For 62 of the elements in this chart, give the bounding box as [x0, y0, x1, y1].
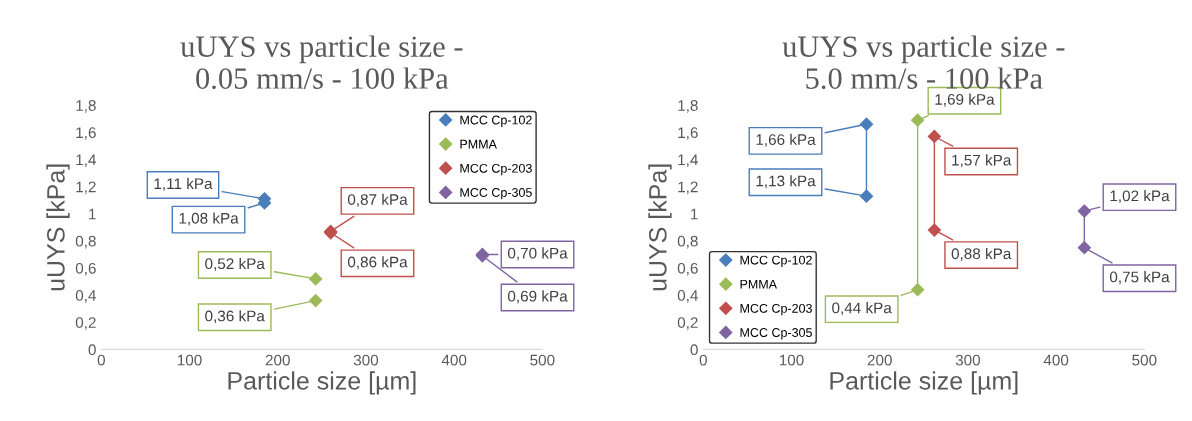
data-label: 0,87 kPa [347, 193, 408, 207]
data-label: 0,75 kPa [1109, 271, 1170, 285]
x-tick-label: 200 [265, 354, 290, 366]
x-tick-label: 200 [867, 354, 892, 366]
data-label: 1,66 kPa [756, 133, 816, 147]
chart-title: uUYS vs particle size - 5.0 mm/s - 100 kPa [782, 35, 1065, 90]
data-label: 1,02 kPa [1110, 190, 1170, 204]
x-axis-title: Particle size [µm] [830, 371, 1018, 395]
legend-label: PMMA [740, 279, 778, 289]
x-tick-label: 100 [177, 354, 202, 366]
data-label: 1,08 kPa [179, 212, 239, 226]
legend-label: MCC Cp-203 [460, 163, 532, 176]
y-tick-label: 1,4 [76, 154, 97, 167]
y-tick-label: 1 [691, 208, 698, 220]
x-axis-title: Particle size [µm] [228, 371, 416, 395]
x-tick-label: 400 [441, 354, 467, 366]
data-label: 0,70 kPa [507, 247, 568, 261]
x-tick-label: 300 [955, 354, 981, 366]
data-label: 1,57 kPa [952, 154, 1012, 168]
data-label: 0,86 kPa [347, 256, 408, 270]
legend-label: MCC Cp-305 [740, 328, 812, 340]
y-tick-label: 0 [690, 344, 698, 356]
y-tick-label: 0,8 [75, 235, 96, 249]
data-label: 1,11 kPa [154, 177, 213, 191]
y-tick-label: 1,6 [76, 127, 96, 140]
y-tick-label: 0,2 [677, 317, 698, 330]
y-tick-label: 1,4 [678, 154, 698, 167]
y-tick-label: 0,4 [75, 290, 97, 303]
y-tick-label: 1,8 [678, 100, 698, 113]
data-label: 0,88 kPa [951, 247, 1012, 261]
chart-title: uUYS vs particle size - 0.05 mm/s - 100 kPa [180, 35, 463, 90]
y-tick-label: 1 [89, 208, 96, 220]
legend-label: PMMA [460, 139, 497, 149]
x-tick-label: 0 [97, 354, 105, 366]
data-label: 0,69 kPa [507, 290, 568, 304]
data-label: 0,36 kPa [205, 310, 265, 324]
data-label: 1,13 kPa [756, 175, 816, 189]
data-label: 0,52 kPa [205, 257, 265, 271]
x-tick-label: 300 [353, 354, 379, 366]
y-tick-label: 1,8 [76, 100, 96, 113]
x-tick-label: 500 [1132, 354, 1157, 366]
y-axis-title: uUYS [kPa] [648, 164, 672, 291]
y-tick-label: 1,2 [76, 181, 96, 195]
legend-label: MCC Cp-203 [740, 303, 812, 316]
y-tick-label: 0 [88, 344, 96, 356]
x-tick-label: 100 [779, 354, 804, 366]
y-tick-label: 0,2 [75, 317, 96, 330]
legend-label: MCC Cp-102 [460, 115, 532, 127]
legend-label: MCC Cp-305 [460, 188, 532, 200]
x-tick-label: 0 [699, 354, 707, 366]
y-tick-label: 0,4 [677, 290, 698, 303]
y-axis-title: uUYS [kPa] [46, 164, 70, 291]
data-label: 1,69 kPa [935, 93, 995, 107]
y-tick-label: 0,6 [75, 262, 96, 276]
data-label: 0,44 kPa [832, 302, 892, 316]
y-tick-label: 1,2 [678, 181, 698, 195]
y-tick-label: 1,6 [678, 127, 698, 140]
x-tick-label: 400 [1043, 354, 1069, 366]
y-tick-label: 0,8 [677, 235, 698, 249]
y-tick-label: 0,6 [677, 262, 698, 276]
x-tick-label: 500 [530, 354, 555, 366]
legend-label: MCC Cp-102 [740, 255, 812, 267]
